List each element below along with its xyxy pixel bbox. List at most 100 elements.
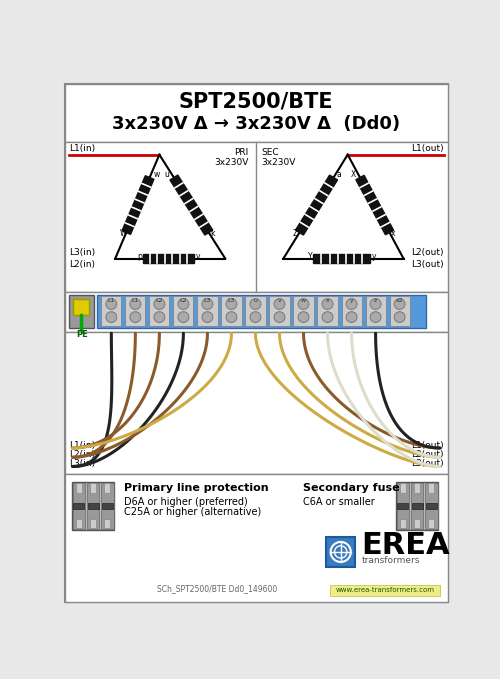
Text: EREA: EREA xyxy=(361,530,450,559)
Text: L2: L2 xyxy=(180,298,187,303)
Text: w: w xyxy=(154,170,160,179)
Bar xyxy=(222,296,242,325)
Bar xyxy=(330,585,440,596)
Polygon shape xyxy=(170,175,212,235)
Text: L3(in): L3(in) xyxy=(68,248,95,257)
Bar xyxy=(400,483,406,493)
Circle shape xyxy=(106,312,117,323)
Text: SEC
3x230V: SEC 3x230V xyxy=(262,148,296,167)
Bar xyxy=(101,296,121,325)
Text: L3(out): L3(out) xyxy=(411,459,444,468)
Bar xyxy=(428,519,434,528)
Circle shape xyxy=(394,312,405,323)
Polygon shape xyxy=(314,254,370,263)
Bar xyxy=(104,483,110,493)
Text: SPT2500/BTE: SPT2500/BTE xyxy=(179,92,334,111)
Circle shape xyxy=(370,299,381,310)
Text: L2(out): L2(out) xyxy=(412,248,444,257)
Text: u: u xyxy=(254,298,258,303)
Bar xyxy=(76,519,82,528)
Text: X: X xyxy=(350,170,356,179)
Text: L2(in): L2(in) xyxy=(68,260,94,269)
Bar xyxy=(68,295,94,328)
Text: L2: L2 xyxy=(156,298,163,303)
Text: y: y xyxy=(372,253,376,261)
Bar xyxy=(426,502,437,509)
Circle shape xyxy=(274,312,285,323)
Circle shape xyxy=(346,299,357,310)
Circle shape xyxy=(330,542,351,562)
Circle shape xyxy=(154,312,165,323)
Bar xyxy=(174,296,194,325)
Bar xyxy=(90,483,96,493)
Circle shape xyxy=(250,312,261,323)
Circle shape xyxy=(394,299,405,310)
Circle shape xyxy=(178,299,189,310)
Circle shape xyxy=(370,312,381,323)
Circle shape xyxy=(298,299,309,310)
Text: PRI
3x230V: PRI 3x230V xyxy=(214,148,248,167)
Text: x: x xyxy=(326,298,330,303)
Circle shape xyxy=(226,312,237,323)
Text: a: a xyxy=(336,170,342,179)
Text: L2(out): L2(out) xyxy=(412,449,444,459)
Text: u: u xyxy=(164,170,170,179)
Text: L1: L1 xyxy=(108,298,115,303)
Text: Secondary fuse: Secondary fuse xyxy=(303,483,400,494)
Text: w: w xyxy=(301,298,306,303)
Bar xyxy=(398,502,408,509)
Text: L1(out): L1(out) xyxy=(411,441,444,449)
Bar xyxy=(366,296,386,325)
Bar xyxy=(90,519,96,528)
Text: v: v xyxy=(278,298,281,303)
Bar xyxy=(246,296,266,325)
Text: x2: x2 xyxy=(396,298,404,303)
Bar xyxy=(326,537,356,566)
Text: Z: Z xyxy=(292,230,298,238)
Bar xyxy=(400,519,406,528)
Bar xyxy=(294,296,314,325)
Text: z: z xyxy=(374,298,377,303)
Bar xyxy=(87,483,100,529)
Text: L1(in): L1(in) xyxy=(68,441,95,449)
Circle shape xyxy=(322,312,333,323)
Bar xyxy=(65,474,448,602)
Bar xyxy=(270,296,289,325)
Text: Y: Y xyxy=(308,253,312,261)
Text: www.erea-transformers.com: www.erea-transformers.com xyxy=(336,587,434,593)
Text: Primary line protection: Primary line protection xyxy=(124,483,269,494)
Text: p: p xyxy=(138,253,142,261)
Text: L1(in): L1(in) xyxy=(68,144,95,153)
Circle shape xyxy=(346,312,357,323)
Text: transformers: transformers xyxy=(362,556,420,565)
Bar xyxy=(88,502,99,509)
Polygon shape xyxy=(142,254,195,263)
Circle shape xyxy=(178,312,189,323)
Polygon shape xyxy=(296,175,338,235)
Bar xyxy=(150,296,170,325)
Bar xyxy=(104,519,110,528)
Circle shape xyxy=(298,312,309,323)
Text: SCh_SPT2500/BTE Dd0_149600: SCh_SPT2500/BTE Dd0_149600 xyxy=(158,584,278,593)
Bar xyxy=(126,296,146,325)
Text: L1(out): L1(out) xyxy=(411,144,444,153)
Text: v: v xyxy=(196,253,200,261)
Text: L3(in): L3(in) xyxy=(68,459,95,468)
Bar xyxy=(396,483,409,529)
Bar xyxy=(65,141,448,292)
Text: k: k xyxy=(210,230,215,238)
Bar xyxy=(65,292,448,332)
Bar xyxy=(72,482,114,530)
Bar xyxy=(390,296,409,325)
Bar xyxy=(425,483,438,529)
Bar xyxy=(428,483,434,493)
Text: C25A or higher (alternative): C25A or higher (alternative) xyxy=(124,507,262,517)
Bar xyxy=(96,295,426,328)
Text: y: y xyxy=(350,298,354,303)
Circle shape xyxy=(250,299,261,310)
Text: PE: PE xyxy=(76,330,88,340)
Bar xyxy=(342,296,361,325)
Bar xyxy=(65,84,448,141)
Circle shape xyxy=(334,546,347,558)
Bar xyxy=(198,296,218,325)
